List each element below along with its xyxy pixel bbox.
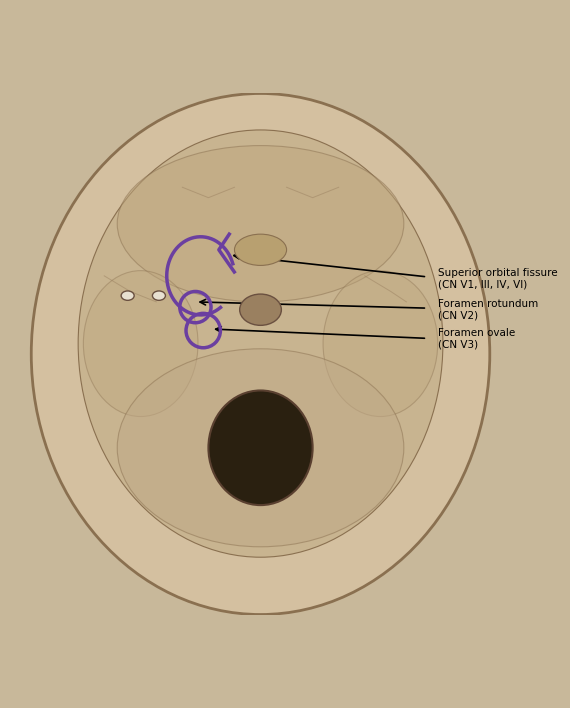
Ellipse shape: [117, 146, 404, 302]
Ellipse shape: [152, 291, 165, 300]
Text: Foramen rotundum
(CN V2): Foramen rotundum (CN V2): [438, 299, 538, 321]
Text: Foramen ovale
(CN V3): Foramen ovale (CN V3): [438, 328, 515, 349]
Ellipse shape: [234, 234, 287, 266]
Text: Superior orbital fissure
(CN V1, III, IV, VI): Superior orbital fissure (CN V1, III, IV…: [438, 268, 557, 290]
Ellipse shape: [323, 270, 438, 416]
Ellipse shape: [31, 93, 490, 615]
Ellipse shape: [121, 291, 134, 300]
Ellipse shape: [209, 391, 312, 505]
Ellipse shape: [78, 130, 443, 557]
Ellipse shape: [117, 349, 404, 547]
Ellipse shape: [240, 294, 282, 326]
Ellipse shape: [83, 270, 198, 416]
